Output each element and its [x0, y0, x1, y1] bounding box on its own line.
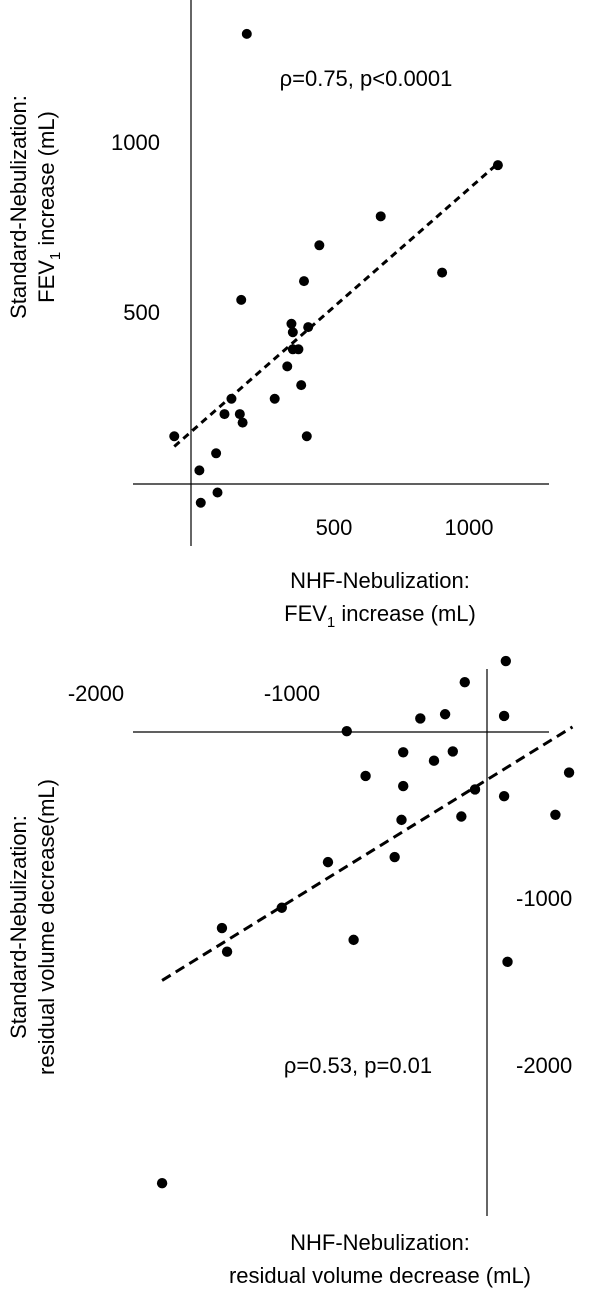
data-point	[301, 431, 312, 442]
data-point	[469, 784, 481, 795]
correlation-annotation: ρ=0.53, p=0.01	[284, 1053, 432, 1078]
data-point	[360, 770, 371, 782]
data-point	[303, 322, 314, 333]
data-point	[286, 318, 297, 329]
data-point	[296, 380, 307, 391]
data-point	[282, 361, 293, 372]
y-tick-label: -1000	[516, 886, 572, 911]
data-point	[500, 655, 512, 667]
data-point	[287, 327, 298, 338]
data-point	[194, 465, 205, 476]
data-point	[389, 851, 400, 863]
data-point	[322, 856, 334, 868]
data-point	[287, 344, 298, 355]
x-tick-label: -1000	[264, 681, 320, 706]
data-points	[156, 655, 575, 1189]
y-axis-label-line1: Standard-Nebulization:	[6, 815, 31, 1039]
x-tick-label: 1000	[445, 515, 494, 540]
data-point	[492, 160, 503, 171]
x-axis-label-line1: NHF-Nebulization:	[290, 1230, 470, 1255]
data-point	[398, 747, 409, 758]
data-point	[219, 409, 230, 420]
data-point	[563, 767, 575, 778]
data-point	[211, 448, 222, 459]
residual-volume-scatter-panel: -2000 -1000 -1000 -2000 ρ=0.53, p=0.01 N…	[6, 655, 575, 1288]
data-point	[341, 725, 352, 737]
y-axis-label-line2: residual volume decrease(mL)	[34, 779, 59, 1075]
y-tick-label: 500	[123, 300, 160, 325]
data-point	[459, 676, 470, 688]
data-point	[398, 780, 409, 792]
data-points	[169, 28, 503, 508]
trend-line	[173, 162, 499, 448]
data-point	[456, 811, 467, 822]
y-tick-label: 1000	[111, 130, 160, 155]
data-point	[212, 487, 223, 498]
data-point	[415, 713, 426, 724]
data-point	[169, 431, 180, 442]
y-axis-label-line1: Standard-Nebulization:	[6, 95, 31, 319]
x-axis-label-line2: residual volume decrease (mL)	[229, 1263, 531, 1288]
data-point	[226, 393, 237, 404]
data-point	[396, 814, 407, 826]
data-point	[498, 710, 510, 722]
data-point	[298, 276, 309, 287]
y-axis-label-line2: FEV1 increase (mL)	[34, 111, 64, 303]
data-point	[498, 791, 510, 802]
data-point	[439, 709, 451, 720]
data-point	[236, 294, 247, 305]
data-point	[237, 417, 248, 428]
y-tick-label: -2000	[516, 1053, 572, 1078]
correlation-annotation: ρ=0.75, p<0.0001	[280, 66, 453, 91]
data-point	[234, 409, 245, 420]
data-point	[241, 28, 252, 39]
data-point	[216, 922, 228, 934]
data-point	[502, 956, 513, 968]
data-point	[447, 746, 458, 757]
data-point	[195, 497, 206, 508]
trend-line	[161, 725, 574, 982]
data-point	[550, 809, 561, 821]
x-axis-label-line2: FEV1 increase (mL)	[284, 601, 476, 631]
x-tick-label: 500	[316, 515, 353, 540]
data-point	[375, 211, 386, 222]
data-point	[269, 393, 280, 404]
fev1-scatter-panel: 500 1000 500 1000 ρ=0.75, p<0.0001 NHF-N…	[6, 0, 549, 631]
data-point	[221, 946, 233, 957]
data-point	[276, 902, 287, 913]
data-point	[428, 755, 440, 766]
data-point	[437, 267, 448, 278]
data-point	[314, 240, 325, 251]
x-axis-label-line1: NHF-Nebulization:	[290, 568, 470, 593]
x-tick-label: -2000	[68, 681, 124, 706]
data-point	[156, 1178, 168, 1189]
data-point	[348, 934, 359, 946]
